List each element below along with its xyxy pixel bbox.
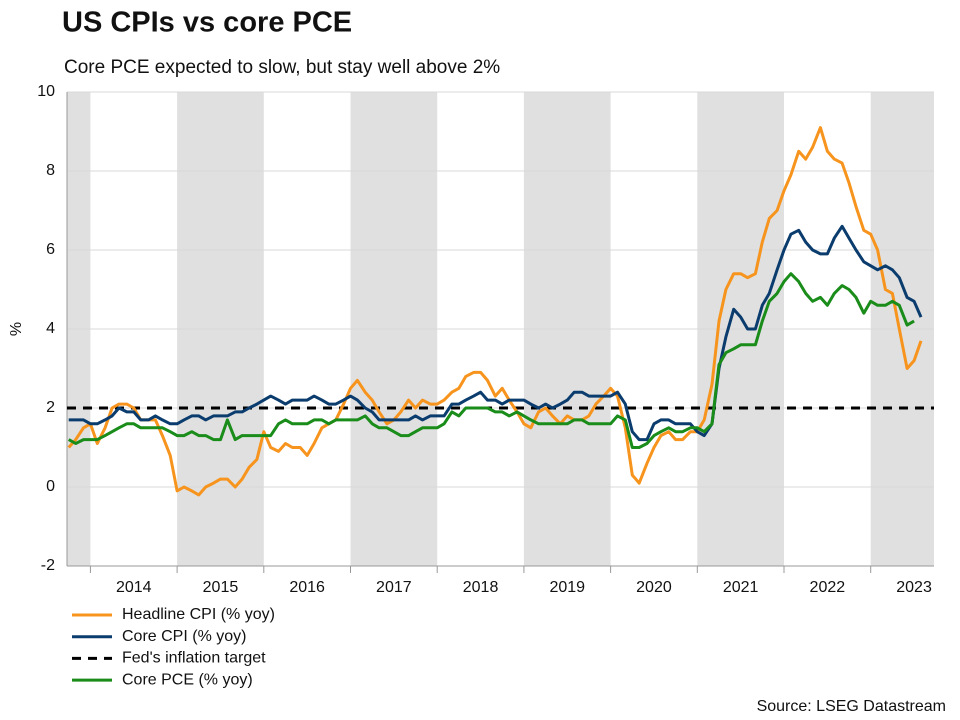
lines [67,126,934,497]
x-tick-label: 2016 [289,579,325,596]
x-tick-label: 2015 [203,579,239,596]
x-tick-label: 2018 [463,579,499,596]
series-line [67,272,915,449]
y-tick-label: 8 [46,162,55,179]
x-tick-label: 2021 [723,579,759,596]
y-tick-label: -2 [41,557,55,574]
legend-label: Fed's inflation target [122,650,266,667]
x-tick-label: 2014 [116,579,152,596]
chart-subtitle: Core PCE expected to slow, but stay well… [64,57,500,78]
x-tick-label: 2017 [376,579,412,596]
series-line [68,224,923,442]
legend: Headline CPI (% yoy) Core CPI (% yoy) Fed'… [72,606,275,688]
x-tick-label: 2019 [549,579,585,596]
legend-label: Core CPI (% yoy) [122,628,246,645]
chart-title: US CPIs vs core PCE [62,7,352,39]
legend-label: Headline CPI (% yoy) [122,606,275,623]
y-tick-label: 2 [46,399,55,416]
y-tick-label: 10 [37,83,55,100]
legend-label: Core PCE (% yoy) [122,671,253,688]
y-axis-label: % [8,322,25,336]
source: Source: LSEG Datastream [757,698,946,715]
x-tick-label: 2022 [810,579,846,596]
x-tick-label: 2020 [636,579,672,596]
y-tick-label: 6 [46,241,55,258]
y-tick-label: 0 [46,478,55,495]
x-tick-label: 2023 [896,579,932,596]
y-tick-label: 4 [46,320,55,337]
series-line [67,126,923,497]
grid [66,91,934,573]
